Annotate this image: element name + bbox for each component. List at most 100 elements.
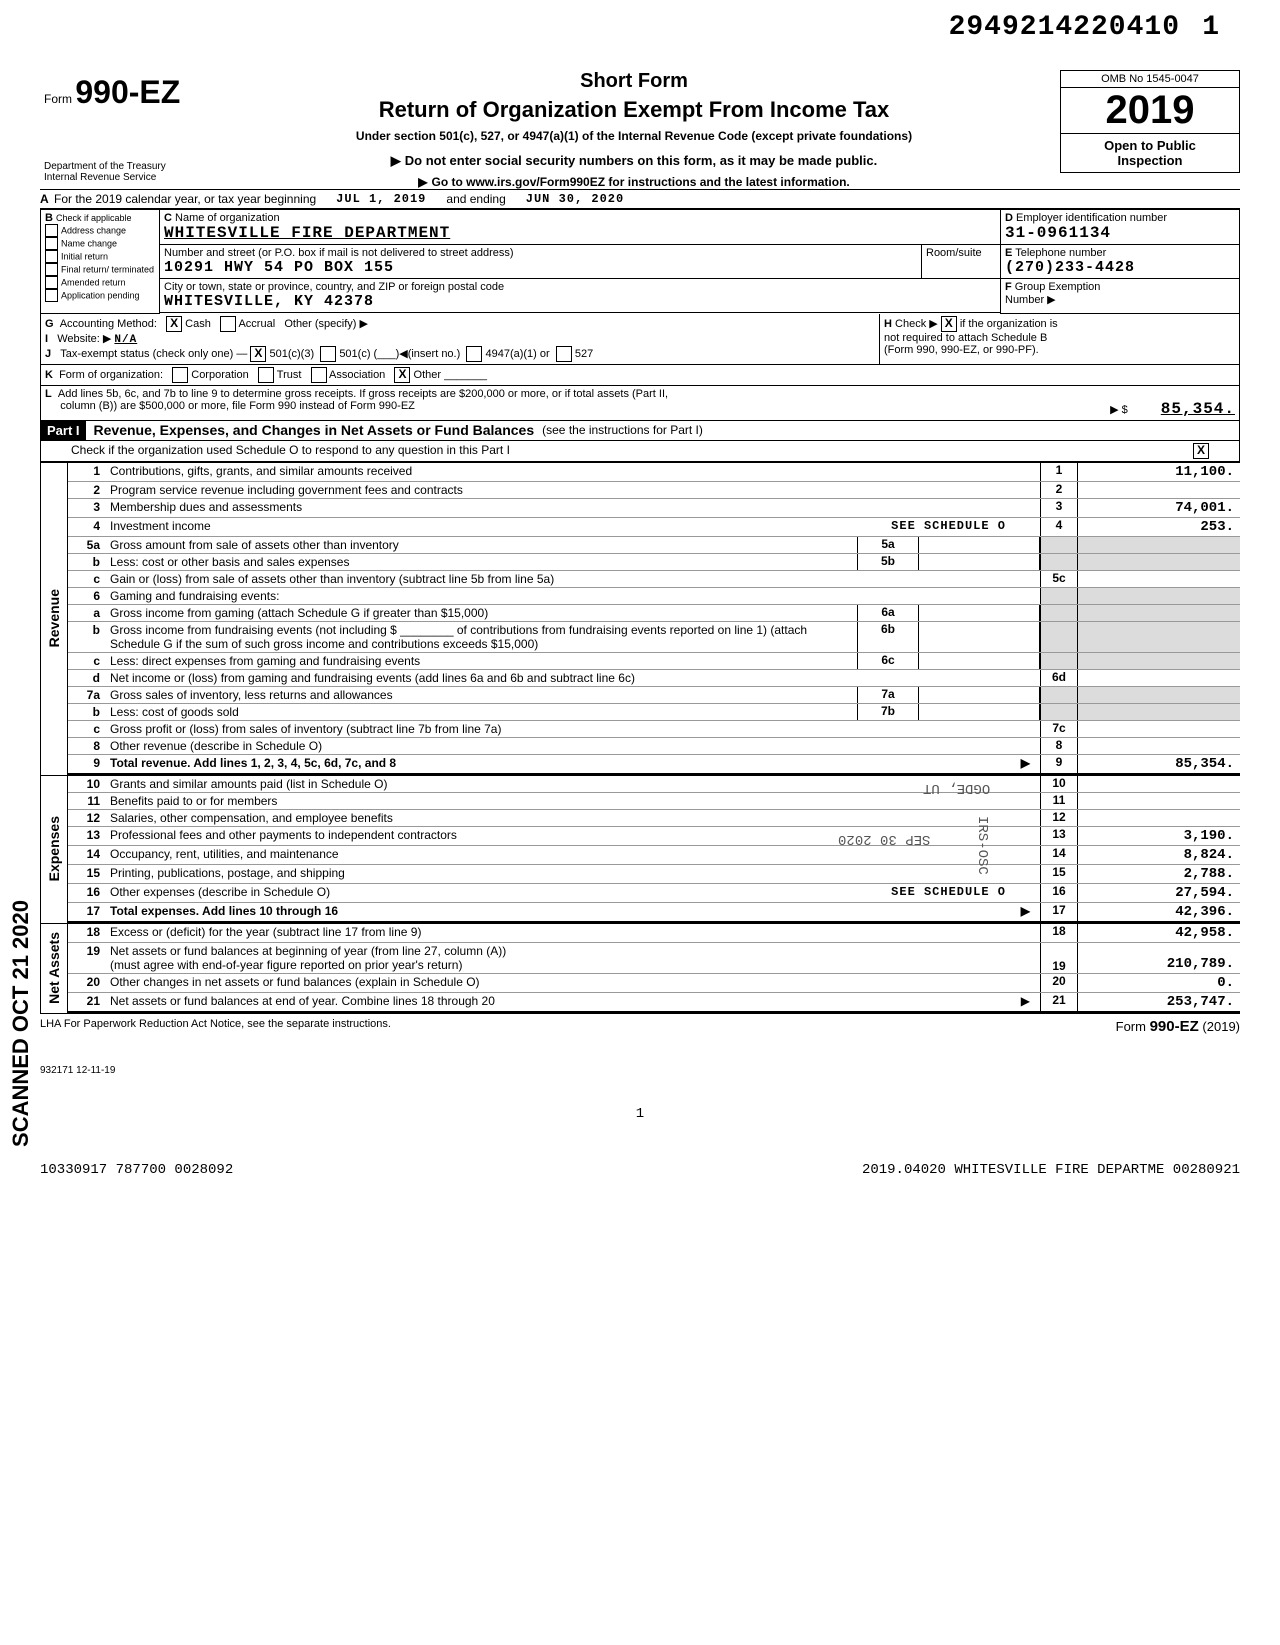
row-6-val: [1078, 588, 1240, 604]
l-line1: Add lines 5b, 6c, and 7b to line 9 to de…: [58, 388, 668, 400]
row-7c-num: c: [68, 721, 106, 737]
i-label: Website: ▶: [57, 333, 111, 345]
check-cash[interactable]: X: [166, 316, 182, 332]
check-4947[interactable]: [466, 346, 482, 362]
check-corp[interactable]: [172, 367, 188, 383]
row-6c-val: [1078, 653, 1240, 669]
row-2-val: [1078, 482, 1240, 498]
row-4-extra: SEE SCHEDULE O: [891, 519, 1006, 533]
label-501c: 501(c) (: [339, 347, 377, 359]
check-name-change[interactable]: [45, 237, 58, 250]
label-other-org: Other: [414, 368, 442, 380]
tax-year-begin: JUL 1, 2019: [336, 192, 426, 206]
row-7a-num: 7a: [68, 687, 106, 703]
check-501c3[interactable]: X: [250, 346, 266, 362]
row-5a-mid: 5a: [857, 537, 919, 553]
row-14-val: 8,824.: [1078, 846, 1240, 864]
row-6b-num: b: [68, 622, 106, 652]
row-7a-label: Gross sales of inventory, less returns a…: [106, 687, 857, 703]
label-accrual: Accrual: [238, 317, 275, 329]
label-cash: Cash: [185, 317, 211, 329]
label-name-change: Name change: [61, 238, 117, 248]
row-10-val: [1078, 776, 1240, 792]
row-5a-label: Gross amount from sale of assets other t…: [106, 537, 857, 553]
row-19-num: 19: [68, 943, 106, 973]
check-address-change[interactable]: [45, 224, 58, 237]
row-1-label: Contributions, gifts, grants, and simila…: [106, 463, 1040, 481]
row-7b-col: [1040, 704, 1078, 720]
row-16-label: Other expenses (describe in Schedule O): [110, 885, 330, 899]
footer-form-num: 990-EZ: [1150, 1018, 1199, 1035]
row-2-label: Program service revenue including govern…: [106, 482, 1040, 498]
row-6b-mid: 6b: [857, 622, 919, 652]
short-form-label: Short Form: [218, 70, 1050, 93]
row-6b-label1: Gross income from fundraising events (no…: [110, 623, 397, 637]
row-4-num: 4: [68, 518, 106, 536]
j-label: Tax-exempt status (check only one) —: [60, 347, 247, 359]
revenue-section: Revenue 1Contributions, gifts, grants, a…: [40, 462, 1240, 776]
check-schedule-o-used[interactable]: X: [1193, 443, 1209, 459]
row-2-num: 2: [68, 482, 106, 498]
stamp-date: SEP 30 2020: [838, 831, 930, 847]
row-19-label1: Net assets or fund balances at beginning…: [110, 944, 506, 958]
part1-note: (see the instructions for Part I): [542, 423, 703, 437]
row-17-col: 17: [1040, 903, 1078, 921]
check-other-org[interactable]: X: [394, 367, 410, 383]
label-initial-return: Initial return: [61, 251, 108, 261]
row-15-label: Printing, publications, postage, and shi…: [106, 865, 1040, 883]
row-16-col: 16: [1040, 884, 1078, 902]
label-assoc: Association: [329, 368, 385, 380]
form-header: Form 990-EZ Department of the Treasury I…: [40, 70, 1240, 189]
row-6-label: Gaming and fundraising events:: [106, 588, 1040, 604]
check-accrual[interactable]: [220, 316, 236, 332]
e-label: Telephone number: [1015, 247, 1106, 259]
row-4-col: 4: [1040, 518, 1078, 536]
form-number: 990-EZ: [75, 74, 180, 110]
row-15-num: 15: [68, 865, 106, 883]
label-trust: Trust: [277, 368, 302, 380]
tax-year-end: JUN 30, 2020: [526, 192, 624, 206]
stamp-ogde: OGDE, UT: [923, 780, 990, 796]
document-id: 2949214220410: [949, 12, 1180, 43]
line-a-label2: and ending: [446, 192, 505, 206]
c-name-label: Name of organization: [175, 212, 280, 224]
row-21-arrow: ▶: [1021, 994, 1030, 1008]
return-title: Return of Organization Exempt From Incom…: [218, 97, 1050, 123]
row-14-col: 14: [1040, 846, 1078, 864]
line-a-label1: For the 2019 calendar year, or tax year …: [54, 192, 316, 206]
check-501c[interactable]: [320, 346, 336, 362]
check-initial-return[interactable]: [45, 250, 58, 263]
bottom-left: 10330917 787700 0028092: [40, 1162, 233, 1178]
h-line2: not required to attach Schedule B: [884, 332, 1047, 344]
k-label: Form of organization:: [59, 368, 163, 380]
do-not-ssn: Do not enter social security numbers on …: [218, 153, 1050, 169]
row-6d-num: d: [68, 670, 106, 686]
row-6c-mid: 6c: [857, 653, 919, 669]
row-20-val: 0.: [1078, 974, 1240, 992]
row-12-val: [1078, 810, 1240, 826]
check-trust[interactable]: [258, 367, 274, 383]
row-7a-col: [1040, 687, 1078, 703]
lha-notice: LHA For Paperwork Reduction Act Notice, …: [40, 1018, 391, 1035]
revenue-side-label: Revenue: [46, 589, 62, 647]
scanned-stamp: SCANNED OCT 21 2020: [8, 900, 34, 1147]
check-application-pending[interactable]: [45, 289, 58, 302]
row-6a-mid: 6a: [857, 605, 919, 621]
row-14-num: 14: [68, 846, 106, 864]
row-5b-label: Less: cost or other basis and sales expe…: [106, 554, 857, 570]
netassets-side-label: Net Assets: [46, 932, 62, 1004]
row-6b-val: [1078, 622, 1240, 652]
h-line1b: if the organization is: [960, 317, 1058, 329]
check-final-return[interactable]: [45, 263, 58, 276]
label-other-method: Other (specify) ▶: [284, 317, 368, 329]
row-5a-col: [1040, 537, 1078, 553]
check-527[interactable]: [556, 346, 572, 362]
row-18-num: 18: [68, 924, 106, 942]
row-7b-label: Less: cost of goods sold: [106, 704, 857, 720]
check-schedule-b[interactable]: X: [941, 316, 957, 332]
check-assoc[interactable]: [311, 367, 327, 383]
check-amended-return[interactable]: [45, 276, 58, 289]
row-17-arrow: ▶: [1021, 904, 1030, 918]
line-a: A For the 2019 calendar year, or tax yea…: [40, 189, 1240, 209]
row-12-num: 12: [68, 810, 106, 826]
